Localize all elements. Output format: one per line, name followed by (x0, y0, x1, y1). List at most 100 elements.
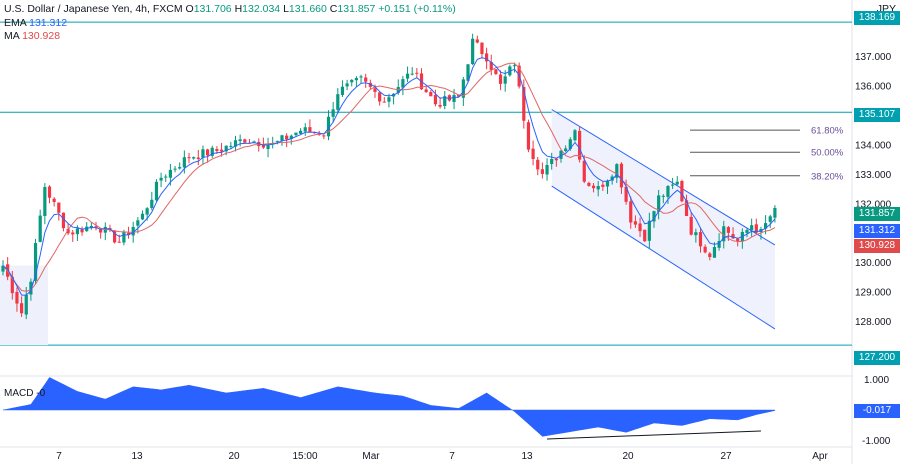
candle-body (680, 181, 684, 202)
candle-body (126, 232, 131, 235)
candle-body (294, 132, 298, 136)
candle-body (536, 159, 540, 170)
candle-body (378, 92, 382, 102)
candle-body (215, 149, 219, 152)
candle-body (736, 238, 740, 242)
candle-body (540, 169, 544, 174)
candle-body (605, 180, 610, 187)
candle-body (20, 303, 24, 314)
candle-body (489, 61, 493, 70)
price-tick-label: 134.000 (855, 140, 892, 151)
candle-body (675, 181, 679, 185)
candle-body (24, 294, 28, 315)
price-tick-label: 136.000 (855, 81, 892, 92)
candle-body (275, 140, 279, 142)
candle-body (671, 184, 675, 186)
price-tick-label: 133.000 (855, 170, 892, 181)
candle-body (336, 94, 340, 110)
open-value: 131.706 (193, 3, 232, 15)
candle-body (326, 116, 331, 137)
candle-body (80, 229, 84, 233)
time-tick-label: 27 (720, 451, 732, 462)
open-label: O (185, 3, 194, 15)
candle-body (345, 83, 349, 87)
close-value: 131.857 (337, 3, 376, 15)
candle-body (261, 144, 265, 148)
candle-body (280, 135, 284, 141)
candle-body (201, 149, 205, 158)
candle-body (703, 246, 707, 253)
candle-body (698, 232, 703, 247)
low-label: L (283, 3, 289, 15)
candle-body (643, 229, 647, 242)
candle-body (554, 158, 558, 161)
time-tick-label: 20 (622, 451, 634, 462)
candle-body (52, 198, 56, 203)
candle-body (610, 176, 614, 181)
candle-body (550, 158, 554, 165)
candle-body (299, 130, 303, 134)
candle-body (768, 216, 772, 222)
candle-body (350, 79, 354, 83)
candle-body (764, 223, 768, 229)
candle-body (187, 157, 191, 159)
close-label: C (329, 3, 338, 15)
price-tick-label: 137.000 (855, 52, 892, 63)
macd-tick-label: 1.000 (864, 375, 889, 386)
candle-body (192, 157, 196, 159)
channel-upper-line (551, 109, 776, 246)
candle-body (619, 163, 624, 188)
candle-body (708, 253, 712, 258)
candle-body (66, 229, 70, 234)
time-tick-label: Mar (362, 451, 380, 462)
candle-body (494, 69, 498, 74)
time-tick-label: 13 (131, 451, 143, 462)
candle-body (429, 92, 433, 97)
candle-body (38, 215, 42, 242)
candle-body (689, 216, 693, 235)
candle-body (578, 130, 582, 160)
candle-body (615, 164, 619, 178)
candle-body (122, 232, 126, 243)
candle-body (71, 232, 75, 235)
candle-body (238, 139, 242, 142)
candle-body (666, 186, 670, 197)
candle-body (573, 130, 577, 141)
candle-body (647, 220, 651, 241)
candle-body (219, 149, 224, 152)
candle-body (405, 73, 410, 79)
candle-body (224, 145, 228, 152)
time-tick-label: Apr (812, 451, 828, 462)
candle-body (684, 200, 689, 216)
candle-body (43, 186, 47, 216)
candle-body (652, 211, 656, 222)
candle-body (443, 96, 447, 107)
candle-body (559, 150, 563, 159)
badge-resistance: 135.107 (854, 108, 900, 122)
candle-body (29, 281, 33, 295)
macd-prefix: -0 (36, 388, 46, 399)
candle-body (661, 195, 665, 197)
ma-value: 130.928 (22, 30, 61, 42)
badge-ema: 131.312 (854, 224, 900, 238)
candle-body (410, 73, 414, 75)
candle-body (266, 144, 270, 150)
candle-body (587, 182, 591, 186)
candle-body (717, 240, 721, 248)
candle-body (461, 79, 465, 98)
candle-body (452, 95, 456, 102)
candle-body (582, 160, 586, 182)
price-tick-label: 128.000 (855, 317, 892, 328)
time-tick-label: 20 (228, 451, 240, 462)
candle-body (591, 185, 596, 189)
time-tick-label: 15:00 (292, 451, 317, 462)
candle-body (568, 139, 572, 149)
candle-body (285, 135, 289, 140)
candle-body (57, 202, 61, 213)
candle-body (182, 157, 186, 168)
ma-label: MA (4, 30, 20, 42)
candle-body (526, 122, 531, 150)
candle-body (401, 79, 405, 88)
candle-body (99, 229, 103, 233)
